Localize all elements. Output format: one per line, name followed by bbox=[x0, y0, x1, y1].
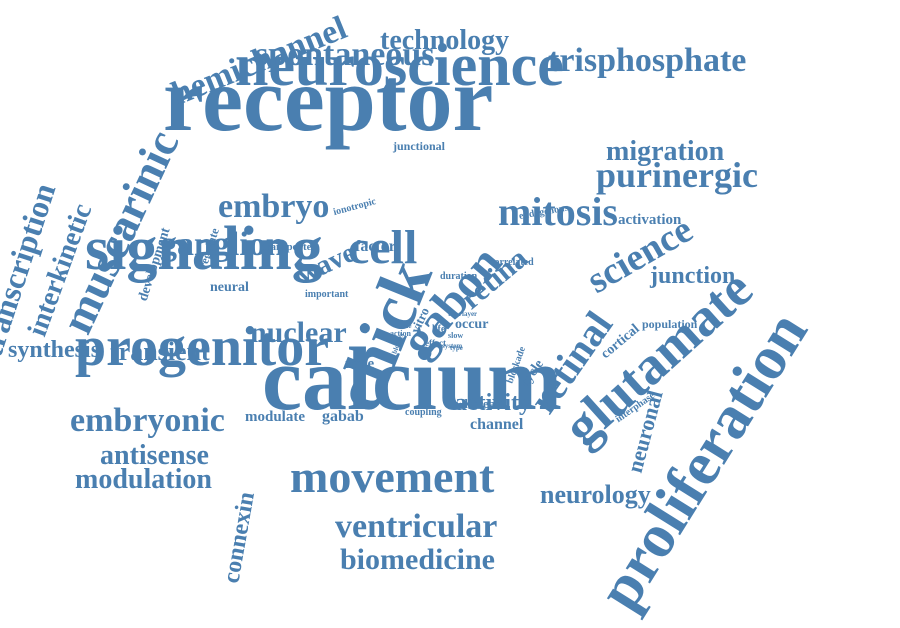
word-channel: channel bbox=[470, 416, 524, 433]
word-activation: activation bbox=[618, 212, 682, 228]
word-biomedicine: biomedicine bbox=[340, 543, 495, 576]
word-activity: activity bbox=[455, 390, 531, 416]
word-synthesis: synthesis bbox=[8, 337, 101, 363]
word-transporter: transporter bbox=[262, 241, 317, 253]
word-zone: zone bbox=[345, 356, 375, 372]
word-nuclear: nuclear bbox=[250, 316, 347, 349]
word-time: time bbox=[448, 310, 462, 318]
word-modulation: modulation bbox=[75, 464, 212, 495]
word-coupling: coupling bbox=[405, 407, 442, 418]
word-effect: effect bbox=[425, 338, 446, 348]
word-calcium: calcium bbox=[262, 330, 562, 429]
word-duration: duration bbox=[440, 271, 478, 282]
word-transient: transient bbox=[110, 337, 210, 366]
word-neural: neural bbox=[210, 280, 249, 295]
word-trisphosphate: trisphosphate bbox=[548, 42, 747, 79]
word-connexin: connexin bbox=[218, 490, 260, 586]
word-modulate: modulate bbox=[245, 409, 305, 425]
word-action: action bbox=[390, 329, 411, 338]
word-neuroscience: neuroscience bbox=[235, 32, 564, 98]
word-cell: cell bbox=[348, 221, 418, 274]
word-population: population bbox=[642, 317, 698, 331]
word-mitosis: mitosis bbox=[498, 189, 618, 234]
word-slow: slow bbox=[448, 331, 464, 340]
word-junctional: junctional bbox=[393, 139, 446, 153]
word-migration: migration bbox=[606, 136, 725, 167]
word-occur: occur bbox=[455, 317, 489, 332]
word-ventricular: ventricular bbox=[335, 508, 498, 545]
word-gabab: gabab bbox=[322, 408, 364, 425]
word-system: system bbox=[442, 342, 463, 350]
word-embryo: embryo bbox=[218, 188, 330, 225]
word-life: life bbox=[432, 324, 446, 335]
word-correlated: correlated bbox=[490, 257, 534, 268]
word-ionotropic: ionotropic bbox=[332, 196, 378, 218]
word-junction: junction bbox=[650, 263, 736, 289]
word-technology: technology bbox=[380, 25, 510, 56]
word-spontaneous: spontaneous bbox=[255, 36, 435, 73]
word-neurology: neurology bbox=[540, 480, 651, 509]
word-ganglion: ganglion bbox=[160, 226, 285, 263]
word-purinergic: purinergic bbox=[596, 155, 758, 195]
word-movement: movement bbox=[290, 451, 495, 502]
word-whereas: whereas bbox=[455, 396, 501, 411]
word-factor: factor bbox=[355, 238, 396, 255]
word-signaling: signaling bbox=[85, 215, 323, 283]
word-antisense: antisense bbox=[100, 440, 209, 471]
word-receptor: receptor bbox=[163, 48, 494, 150]
word-role: role bbox=[400, 322, 412, 330]
word-layer: layer bbox=[462, 310, 478, 318]
word-progenitor: progenitor bbox=[75, 316, 330, 378]
word-type: type bbox=[450, 344, 463, 352]
word-important: important bbox=[305, 289, 349, 300]
word-embryonic: embryonic bbox=[70, 402, 225, 439]
